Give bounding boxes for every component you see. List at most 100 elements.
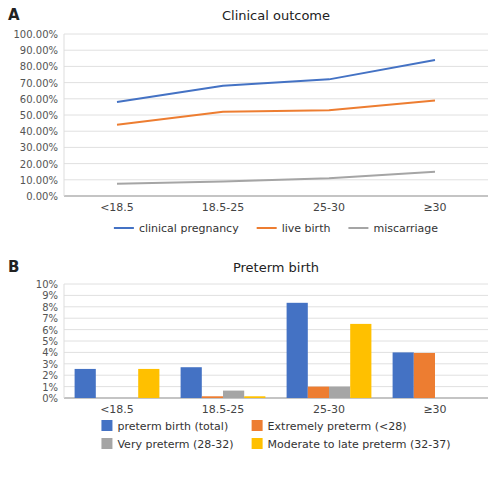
grid-line bbox=[64, 318, 488, 319]
y-axis: 0.00% 10.00% 20.00% 30.00% 40.00% 50.00% 60.00… bbox=[14, 29, 489, 202]
x-axis-line bbox=[64, 196, 488, 197]
y-tick-label: 5% bbox=[42, 336, 58, 347]
bar bbox=[138, 369, 159, 398]
grid-line bbox=[64, 163, 488, 164]
legend-swatch bbox=[252, 438, 263, 449]
y-tick-label: 80.00% bbox=[20, 61, 58, 72]
legend-item: miscarriage bbox=[348, 222, 438, 235]
x-tick-label: ≥30 bbox=[423, 201, 446, 214]
bar bbox=[435, 398, 456, 399]
line bbox=[117, 172, 435, 184]
y-tick-label: 10.00% bbox=[20, 175, 58, 186]
panel-label: B bbox=[8, 258, 19, 276]
x-tick-label: ≥30 bbox=[423, 403, 446, 416]
x-axis: <18.5 18.5-25 25-30 ≥30 bbox=[100, 403, 446, 416]
y-tick-label: 40.00% bbox=[20, 126, 58, 137]
legend-item: preterm birth (total) bbox=[101, 420, 228, 433]
legend-label: miscarriage bbox=[373, 222, 438, 235]
grid-line bbox=[64, 147, 488, 148]
legend-swatch bbox=[257, 227, 277, 229]
grid-line bbox=[64, 66, 488, 67]
bar bbox=[308, 387, 329, 398]
x-tick-label: <18.5 bbox=[100, 403, 134, 416]
chart-title: Clinical outcome bbox=[222, 8, 330, 23]
legend-item: live birth bbox=[257, 222, 331, 235]
grid-line bbox=[64, 306, 488, 307]
grid-line bbox=[64, 34, 488, 35]
legend-label: clinical pregnancy bbox=[139, 222, 239, 235]
y-tick-label: 8% bbox=[42, 302, 58, 313]
marks bbox=[117, 60, 435, 184]
marks bbox=[75, 303, 435, 398]
y-axis: 0%1%2%3%4%5%6%7%8%9%10% bbox=[36, 279, 488, 404]
bar bbox=[414, 353, 435, 398]
legend-label: Extremely preterm (<28) bbox=[268, 420, 407, 433]
y-tick-label: 50.00% bbox=[20, 110, 58, 121]
legend-swatch bbox=[101, 438, 112, 449]
y-tick-label: 70.00% bbox=[20, 78, 58, 89]
line bbox=[117, 60, 435, 102]
legend-label: preterm birth (total) bbox=[117, 420, 228, 433]
y-tick-label: 90.00% bbox=[20, 45, 58, 56]
grid-line bbox=[64, 295, 488, 296]
legend-swatch bbox=[114, 227, 134, 229]
grid-line bbox=[64, 284, 488, 285]
bar bbox=[350, 324, 371, 398]
x-axis: <18.5 18.5-25 25-30 ≥30 bbox=[100, 201, 446, 214]
y-tick-label: 1% bbox=[42, 382, 58, 393]
y-tick-label: 7% bbox=[42, 313, 58, 324]
bar bbox=[456, 398, 477, 399]
x-tick-label: 18.5-25 bbox=[202, 201, 244, 214]
y-tick-label: 30.00% bbox=[20, 142, 58, 153]
grid-line bbox=[64, 115, 488, 116]
x-tick-label: 18.5-25 bbox=[202, 403, 244, 416]
grid-line bbox=[64, 352, 488, 353]
line bbox=[117, 100, 435, 124]
legend: preterm birth (total) Extremely preterm (… bbox=[101, 420, 450, 451]
bar bbox=[181, 367, 202, 398]
grid-line bbox=[64, 341, 488, 342]
bar bbox=[329, 387, 350, 398]
grid-line bbox=[64, 50, 488, 51]
legend-swatch bbox=[348, 227, 368, 229]
bar bbox=[96, 398, 117, 399]
chart-title: Preterm birth bbox=[233, 260, 319, 275]
y-axis-line bbox=[64, 284, 65, 398]
panel: A Clinical outcome 0.00% 10.00% 20.00% 30.00%… bbox=[8, 6, 488, 235]
grid-line bbox=[64, 131, 488, 132]
y-tick-label: 0.00% bbox=[26, 191, 58, 202]
legend-item: Moderate to late preterm (32-37) bbox=[252, 438, 451, 451]
bar bbox=[117, 398, 138, 399]
grid-line bbox=[64, 98, 488, 99]
bar bbox=[202, 396, 223, 398]
bar bbox=[393, 352, 414, 398]
x-tick-label: 25-30 bbox=[313, 201, 345, 214]
figure: A Clinical outcome 0.00% 10.00% 20.00% 30.00%… bbox=[0, 0, 500, 478]
x-tick-label: <18.5 bbox=[100, 201, 134, 214]
grid-line bbox=[64, 196, 488, 197]
legend-swatch bbox=[101, 420, 112, 431]
legend-label: Very preterm (28-32) bbox=[117, 438, 233, 451]
legend-label: Moderate to late preterm (32-37) bbox=[268, 438, 451, 451]
y-tick-label: 10% bbox=[36, 279, 58, 290]
bar bbox=[287, 303, 308, 398]
bar bbox=[75, 369, 96, 398]
y-tick-label: 4% bbox=[42, 347, 58, 358]
panel: B Preterm birth 0%1%2%3%4%5%6%7%8%9%10%<18… bbox=[8, 258, 488, 451]
y-tick-label: 2% bbox=[42, 370, 58, 381]
y-axis-line bbox=[64, 34, 65, 196]
panel-label: A bbox=[8, 6, 20, 24]
legend-label: live birth bbox=[282, 222, 331, 235]
legend: clinical pregnancy live birth miscarriage bbox=[114, 222, 438, 235]
legend-item: Very preterm (28-32) bbox=[101, 438, 233, 451]
y-tick-label: 20.00% bbox=[20, 159, 58, 170]
x-tick-label: 25-30 bbox=[313, 403, 345, 416]
grid-line bbox=[64, 329, 488, 330]
y-tick-label: 0% bbox=[42, 393, 58, 404]
legend-swatch bbox=[252, 420, 263, 431]
y-tick-label: 60.00% bbox=[20, 94, 58, 105]
y-tick-label: 6% bbox=[42, 325, 58, 336]
bar bbox=[244, 396, 265, 398]
y-tick-label: 100.00% bbox=[14, 29, 59, 40]
bar bbox=[223, 391, 244, 398]
